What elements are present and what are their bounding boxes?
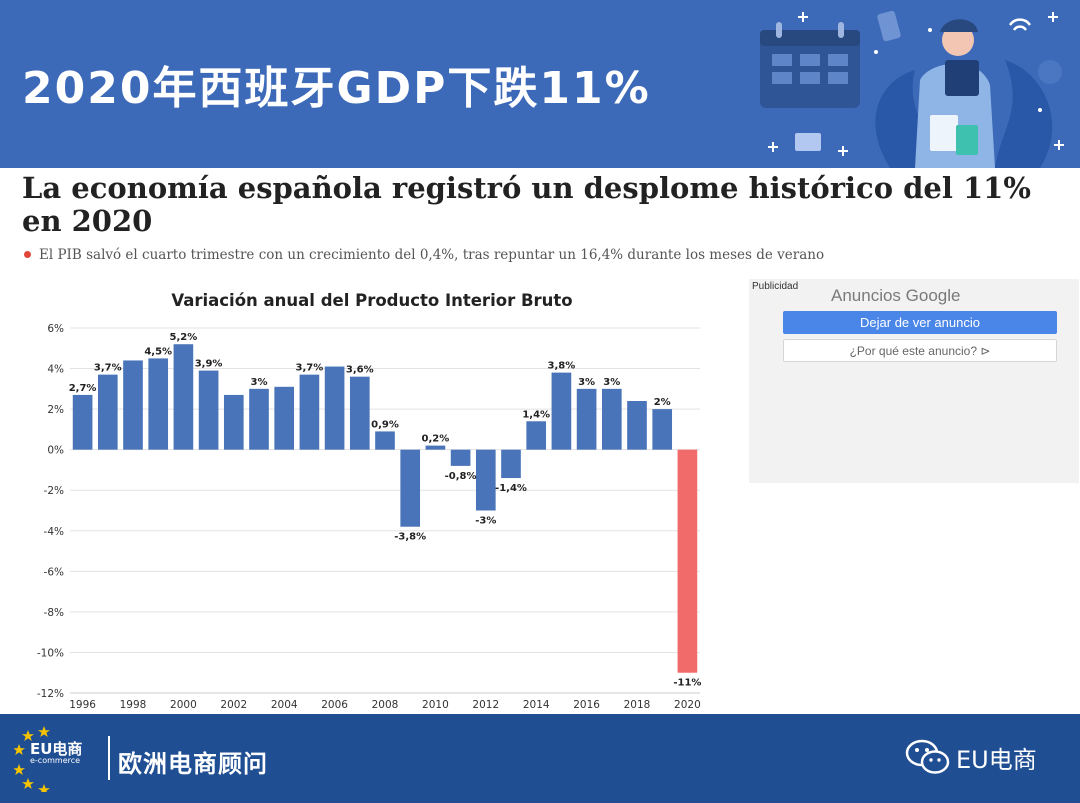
y-tick-label: -2% [44,485,64,497]
page-title: 2020年西班牙GDP下跌11% [22,63,651,114]
y-tick-label: 6% [47,323,64,335]
bar-2015 [551,372,572,450]
chart-x-axis: 1996 1998 2000 2002 2004 2006 2008 2010 2012 2014… [69,692,701,711]
stop-ad-button[interactable]: Dejar de ver anuncio [783,311,1057,334]
data-label-2016: 3% [578,377,595,388]
data-label-2000: 5,2% [170,332,198,343]
y-tick-label: -6% [44,566,64,578]
bar-1997 [97,374,118,450]
y-tick-label: -10% [37,647,64,659]
footer-logo-text: EU电商 [30,740,83,758]
chart-data-labels: 2,7% 3,7% 4,5% 5,2% 3,9% 3% 3,7% 3,6% 0,9% -3,8% 0… [69,332,702,689]
footer-logo-subtext: e-commerce [30,756,81,765]
chart-grid [70,327,700,694]
x-tick-label: 2014 [523,699,550,711]
bar-2004 [274,386,295,450]
article-subline: El PIB salvó el cuarto trimestre con un … [24,247,824,263]
data-label-2003: 3% [251,377,268,388]
y-tick-label: -8% [44,607,64,619]
x-tick-label: 2008 [372,699,399,711]
bar-2003 [249,388,269,450]
data-label-1997: 3,7% [94,363,122,374]
data-label-1996: 2,7% [69,383,97,394]
article-subline-text: El PIB salvó el cuarto trimestre con un … [39,247,825,263]
x-tick-label: 2016 [573,699,600,711]
data-label-2013: -1,4% [495,483,527,494]
y-tick-label: 4% [47,364,64,376]
data-label-2017: 3% [603,377,620,388]
data-label-2010: 0,2% [422,434,450,445]
bar-2005 [299,374,320,450]
shopping-calendar-illustration-icon [760,10,1064,168]
header-banner: 2020年西班牙GDP下跌11% [0,0,1080,168]
bar-2001 [198,370,219,450]
data-label-2007: 3,6% [346,365,374,376]
y-tick-label: 2% [47,404,64,416]
bar-1996 [72,394,93,450]
bar-2006 [324,366,345,450]
chart-y-axis: 6% 4% 2% 0% -2% -4% -6% -8% -10% -12% [37,323,64,700]
eu-stars-logo-icon [14,726,50,792]
data-label-2014: 1,4% [522,409,550,420]
x-tick-label: 2004 [271,699,298,711]
bar-2009 [400,449,421,527]
bar-2010 [425,445,446,450]
data-label-2012: -3% [475,516,496,527]
chart-title: Variación anual del Producto Interior Br… [171,291,572,310]
ad-panel: Publicidad Anuncios Google Dejar de ver … [749,279,1079,483]
ad-label: Publicidad [752,281,799,292]
chart-bars [72,344,698,673]
y-tick-label: 0% [47,445,64,457]
article-headline: La economía española registró un desplom… [22,171,1031,238]
bar-1999 [148,358,169,450]
bar-2018 [627,401,647,450]
data-label-2019: 2% [654,397,671,408]
data-label-2001: 3,9% [195,359,223,370]
footer-divider [108,736,110,780]
x-tick-label: 1998 [120,699,147,711]
bar-2017 [601,388,622,450]
bar-2012 [475,449,496,511]
why-this-ad-button[interactable]: ¿Por qué este anuncio? ⊳ [783,339,1057,362]
ad-provider: Anuncios Google [831,286,961,305]
bar-2020 [677,449,698,673]
data-label-2009: -3,8% [394,532,426,543]
bullet-dot-icon [24,251,31,258]
wechat-icon [905,739,950,774]
bar-2007 [349,376,370,450]
bar-1998 [123,360,143,450]
x-tick-label: 2006 [321,699,348,711]
y-tick-label: -4% [44,526,64,538]
footer-account-name: EU电商 [956,746,1037,774]
bar-2011 [450,449,471,466]
data-label-2015: 3,8% [548,361,576,372]
bar-2000 [173,344,194,450]
bar-2014 [526,421,547,450]
x-tick-label: 2018 [624,699,651,711]
data-label-2020: -11% [673,678,701,689]
footer-banner: EU电商 e-commerce 欧洲电商顾问 EU电商 [0,714,1080,803]
data-label-2011: -0,8% [445,471,477,482]
x-tick-label: 2010 [422,699,449,711]
x-tick-label: 1996 [69,699,96,711]
x-tick-label: 2012 [472,699,499,711]
bar-2002 [223,394,244,450]
footer-brand: 欧洲电商顾问 [118,750,268,778]
x-tick-label: 2000 [170,699,197,711]
bar-2019 [652,409,673,450]
y-tick-label: -12% [37,688,64,700]
bar-2013 [501,449,521,479]
x-tick-label: 2020 [674,699,701,711]
x-tick-label: 2002 [220,699,247,711]
gdp-bar-chart: Variación anual del Producto Interior Br… [37,291,702,711]
bar-2016 [576,388,597,450]
data-label-2008: 0,9% [371,419,399,430]
bar-2008 [375,431,395,450]
data-label-1999: 4,5% [144,346,172,357]
data-label-2005: 3,7% [296,363,324,374]
